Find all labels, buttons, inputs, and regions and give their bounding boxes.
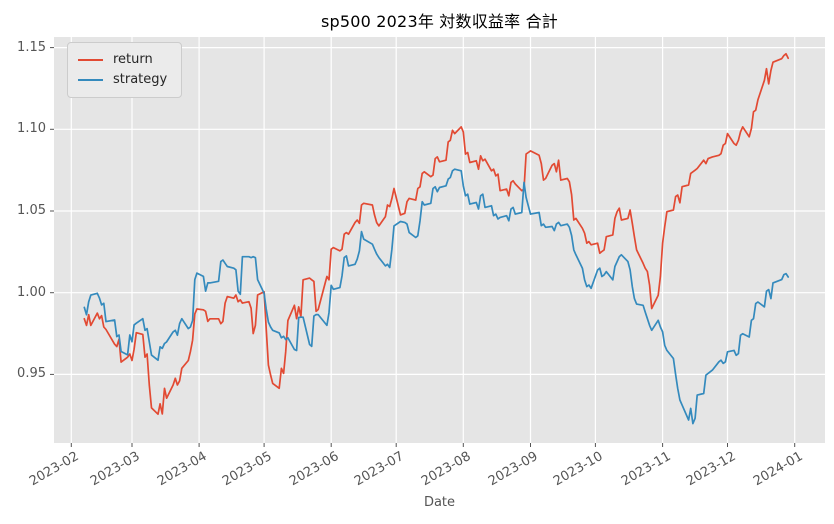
plot-area: [50, 37, 825, 447]
chart-title: sp500 2023年 対数収益率 合計: [320, 12, 558, 31]
x-tick-label: 2023-06: [287, 449, 342, 490]
x-tick-label: 2023-12: [683, 449, 739, 490]
x-tick-label: 2023-04: [155, 449, 210, 490]
x-tick-label: 2023-03: [87, 449, 143, 490]
x-tick-label: 2023-08: [419, 449, 474, 490]
x-tick-label: 2024-01: [750, 449, 806, 490]
legend: return strategy: [67, 42, 183, 98]
return-line: [83, 52, 790, 416]
y-tick-label: 1.15: [17, 39, 46, 55]
x-tick-label: 2023-11: [618, 449, 674, 490]
x-tick-label: 2023-07: [352, 449, 407, 490]
legend-item-strategy: strategy: [78, 70, 167, 90]
x-tick-label: 2023-09: [486, 449, 541, 490]
y-tick-label: 1.00: [17, 284, 46, 300]
plot-background: [54, 37, 825, 443]
x-axis-title: Date: [423, 495, 456, 510]
y-tick-label: 1.10: [17, 121, 46, 137]
y-tick-label: 1.05: [17, 203, 46, 218]
x-tick-label: 2023-02: [27, 449, 82, 490]
legend-label-strategy: strategy: [113, 72, 168, 87]
y-tick-label: 0.95: [17, 366, 46, 382]
x-tick-label: 2023-10: [551, 449, 606, 490]
legend-item-return: return: [78, 50, 167, 70]
legend-label-return: return: [113, 52, 153, 67]
strategy-line: [83, 168, 790, 425]
return-line-swatch: [78, 59, 103, 61]
line-chart-canvas: [50, 37, 825, 447]
x-tick-label: 2023-05: [220, 449, 275, 490]
strategy-line-swatch: [78, 79, 103, 81]
